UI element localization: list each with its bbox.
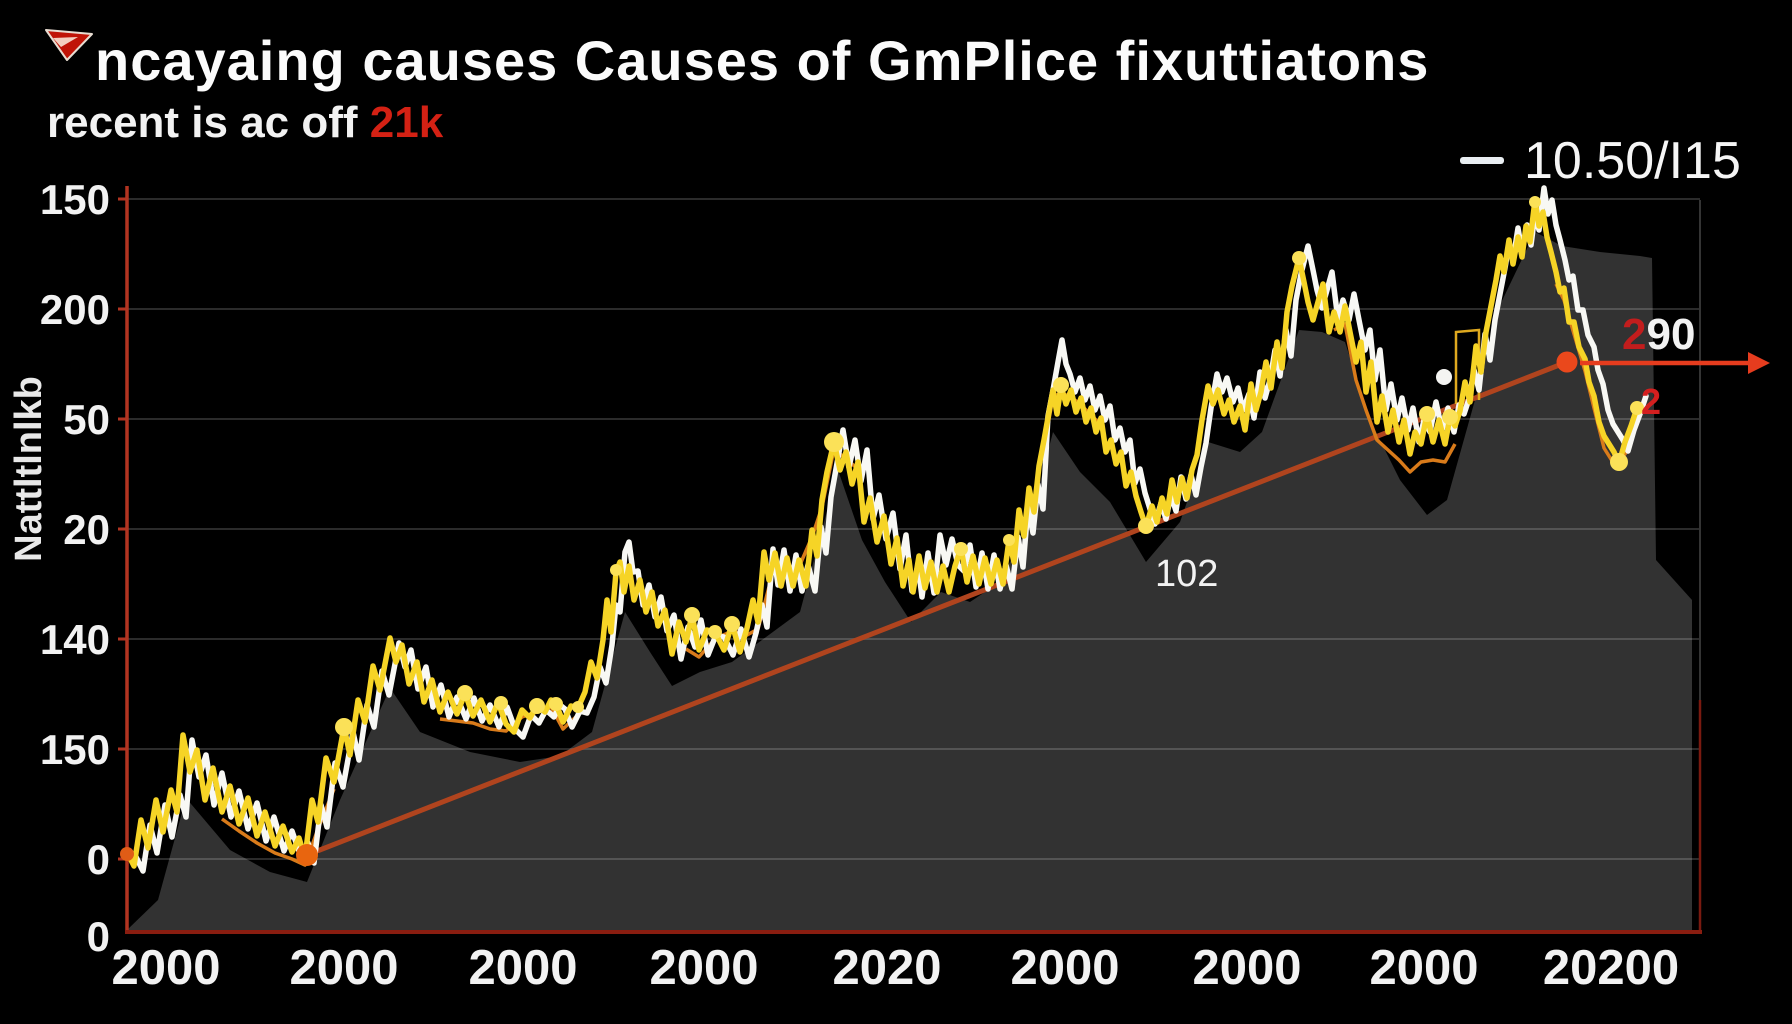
svg-text:150: 150: [40, 176, 110, 223]
svg-text:290: 290: [1622, 310, 1695, 359]
svg-text:2000: 2000: [289, 941, 398, 995]
svg-text:2000: 2000: [1010, 941, 1119, 995]
svg-text:2000: 2000: [1192, 941, 1301, 995]
svg-text:2020: 2020: [832, 941, 941, 995]
svg-text:ncayaing causes Causes of GmPl: ncayaing causes Causes of GmPlice fixutt…: [95, 29, 1429, 92]
svg-text:recent is ac off 21k: recent is ac off 21k: [47, 98, 444, 147]
svg-text:2000: 2000: [1369, 941, 1478, 995]
svg-text:20: 20: [63, 506, 110, 553]
svg-text:150: 150: [40, 726, 110, 773]
svg-text:20200: 20200: [1543, 941, 1679, 995]
svg-text:140: 140: [40, 616, 110, 663]
svg-text:50: 50: [63, 396, 110, 443]
svg-text:Nattltlnlkb: Nattltlnlkb: [8, 376, 50, 562]
svg-text:2000: 2000: [649, 941, 758, 995]
svg-text:102: 102: [1155, 553, 1218, 595]
svg-text:10.50/I15: 10.50/I15: [1524, 132, 1741, 190]
svg-text:200: 200: [40, 286, 110, 333]
svg-text:0: 0: [87, 913, 110, 960]
svg-text:2: 2: [1641, 381, 1661, 422]
svg-text:0: 0: [87, 836, 110, 883]
svg-text:2000: 2000: [468, 941, 577, 995]
svg-text:2000: 2000: [111, 941, 220, 995]
